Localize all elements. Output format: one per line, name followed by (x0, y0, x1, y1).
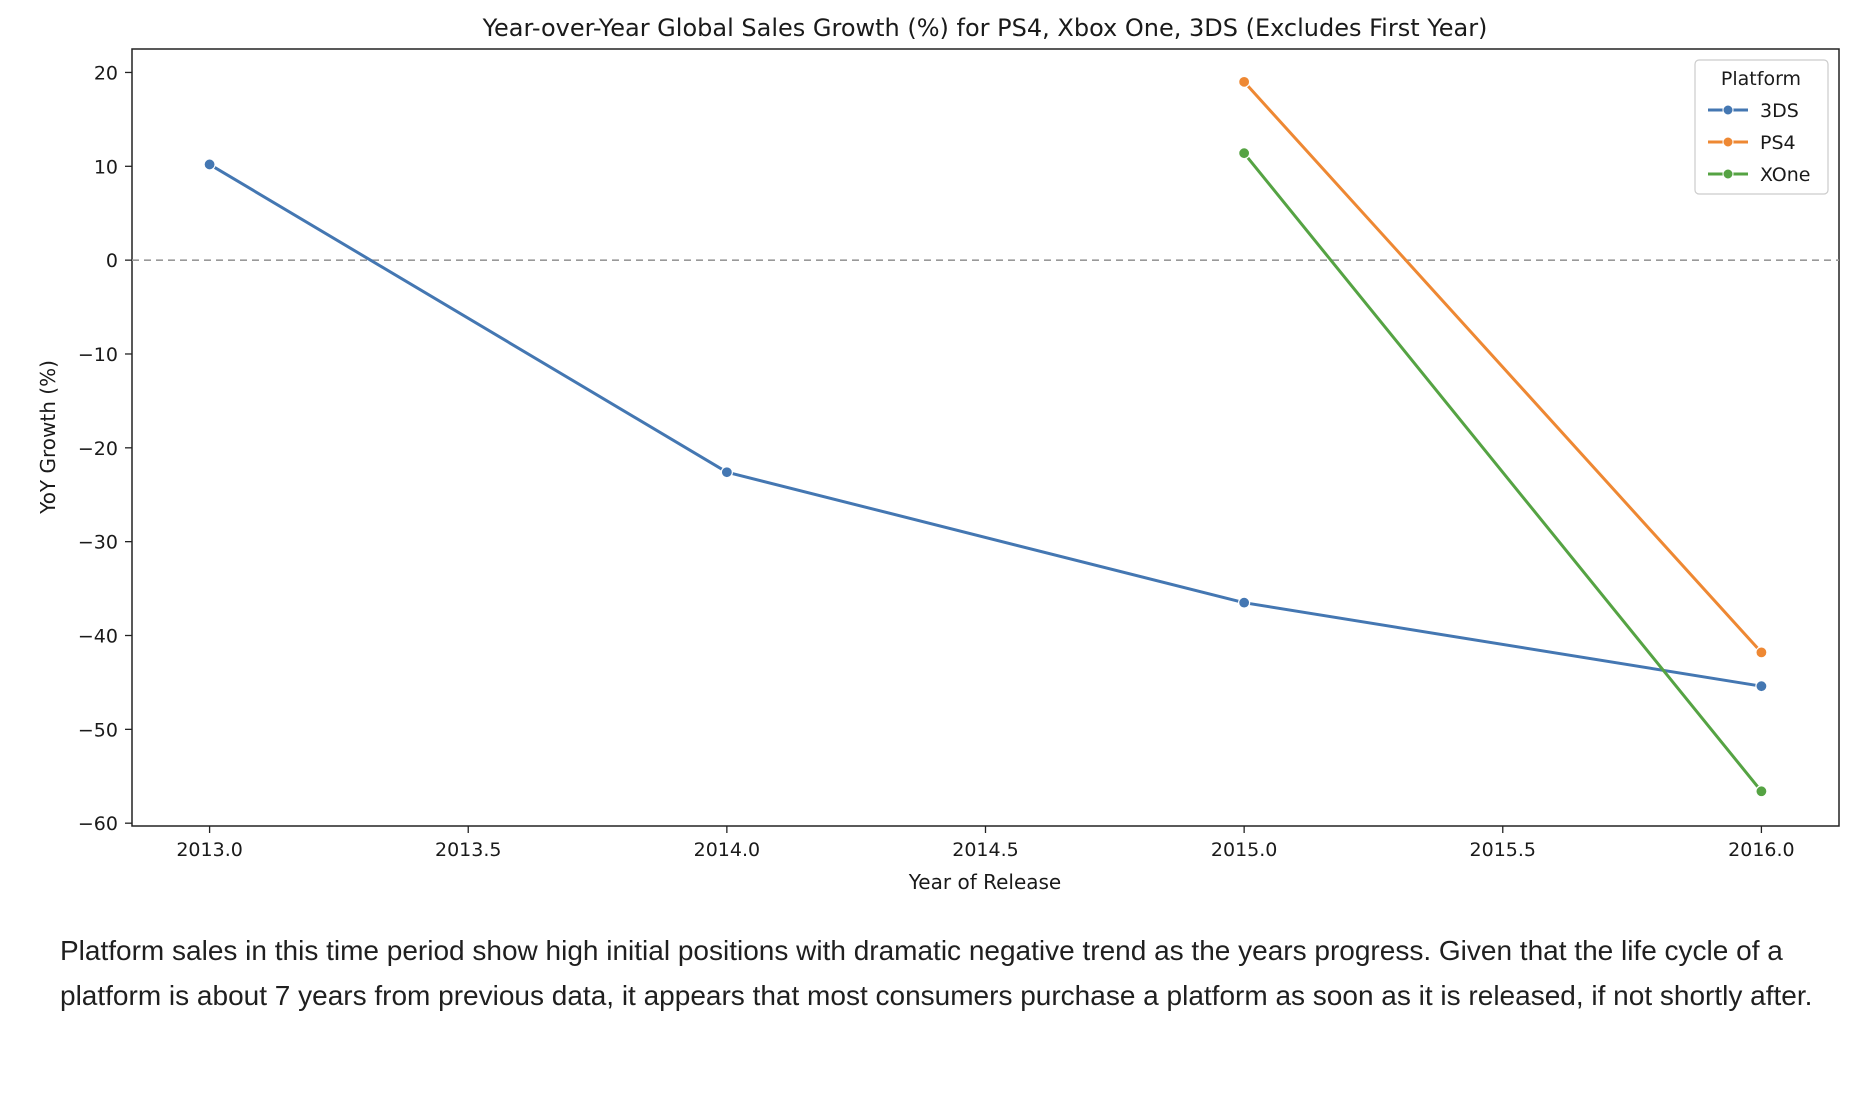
y-tick-label: −30 (78, 532, 118, 554)
x-tick-label: 2014.5 (952, 839, 1018, 861)
x-tick-label: 2015.0 (1211, 839, 1277, 861)
series-line-xone (1242, 151, 1763, 793)
legend-box (1694, 59, 1829, 195)
legend-label: XOne (1760, 164, 1811, 186)
x-axis-label: Year of Release (908, 870, 1061, 894)
legend-items: 3DS PS4 XOne (1708, 100, 1811, 186)
data-point-xone (1755, 785, 1768, 798)
y-tick-label: −50 (78, 719, 118, 741)
legend-label: 3DS (1760, 100, 1799, 122)
y-tick-label: −10 (78, 344, 118, 366)
legend: Platform 3DS PS4 XOne (1694, 59, 1829, 195)
x-tick-label: 2016.0 (1728, 839, 1794, 861)
legend-swatch-marker (1722, 136, 1734, 148)
legend-title: Platform (1721, 68, 1801, 90)
series-layer (203, 75, 1768, 798)
y-tick-label: 10 (94, 156, 118, 178)
data-point-xone (1238, 147, 1251, 160)
legend-item-xone: XOne (1708, 164, 1811, 186)
data-point-3ds (1238, 596, 1251, 609)
legend-item-ps4: PS4 (1708, 132, 1796, 154)
y-tick-label: −40 (78, 626, 118, 648)
chart: Year-over-Year Global Sales Growth (%) f… (36, 14, 1840, 894)
series-line-ps4 (1242, 80, 1763, 654)
y-tick-label: 0 (106, 250, 118, 272)
x-tick-label: 2013.0 (176, 839, 242, 861)
chart-title: Year-over-Year Global Sales Growth (%) f… (482, 14, 1488, 42)
data-point-ps4 (1238, 75, 1251, 88)
x-tick-label: 2015.5 (1470, 839, 1536, 861)
x-axis: 2013.0 2013.5 2014.0 2014.5 2015.0 2015.5 2016… (176, 826, 1795, 861)
legend-swatch-marker (1722, 168, 1734, 180)
plot-area (131, 48, 1840, 827)
y-tick-label: −60 (78, 813, 118, 835)
series-line-3ds (208, 162, 1763, 688)
x-tick-label: 2013.5 (435, 839, 501, 861)
data-point-3ds (720, 466, 733, 479)
data-point-ps4 (1755, 646, 1768, 659)
x-tick-label: 2014.0 (694, 839, 760, 861)
caption-text: Platform sales in this time period show … (60, 935, 1813, 1011)
y-tick-label: −20 (78, 438, 118, 460)
legend-item-3ds: 3DS (1708, 100, 1799, 122)
data-point-3ds (203, 158, 216, 171)
y-tick-label: 20 (94, 62, 118, 84)
y-axis: 20 10 0 −10 −20 −30 −40 −50 −60 (78, 62, 132, 835)
data-point-3ds (1755, 680, 1768, 693)
legend-label: PS4 (1760, 132, 1796, 154)
y-axis-label: YoY Growth (%) (36, 360, 60, 515)
legend-swatch-marker (1722, 104, 1734, 116)
